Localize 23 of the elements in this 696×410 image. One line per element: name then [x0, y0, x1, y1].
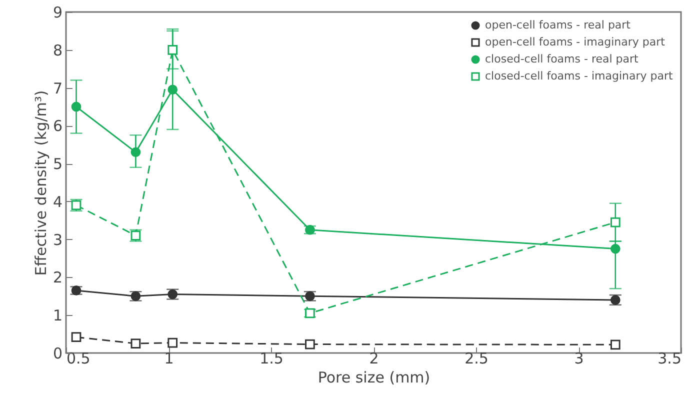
x-tick-label: 3	[574, 350, 584, 368]
legend-label: open-cell foams - imaginary part	[485, 36, 666, 48]
y-tick-label: 6	[52, 117, 62, 136]
y-tick-label: 4	[52, 192, 62, 211]
x-axis-title: Pore size (mm)	[318, 368, 430, 386]
x-tick-label: 1.5	[260, 350, 284, 368]
y-tick-label: 5	[52, 155, 62, 174]
x-tick-label: 0.5	[66, 350, 90, 368]
y-tick-label: 2	[52, 268, 62, 287]
y-tick-label: 3	[52, 230, 62, 249]
y-tick-label: 9	[52, 4, 62, 22]
y-tick-label: 1	[52, 306, 62, 325]
x-tick-label: 3.5	[658, 350, 682, 368]
y-tick-label: 0	[52, 344, 62, 362]
y-tick-label: 8	[52, 41, 62, 60]
legend-label: closed-cell foams - imaginary part	[485, 70, 674, 82]
y-tick-label: 7	[52, 79, 62, 98]
legend-label: open-cell foams - real part	[485, 18, 632, 32]
x-tick-label: 1	[164, 350, 174, 368]
legend-label: closed-cell foams - real part	[485, 52, 640, 66]
x-tick-label: 2.5	[464, 350, 488, 368]
y-axis-title: Effective density (kg/m³)	[32, 90, 50, 276]
x-tick-label: 2	[369, 350, 379, 368]
